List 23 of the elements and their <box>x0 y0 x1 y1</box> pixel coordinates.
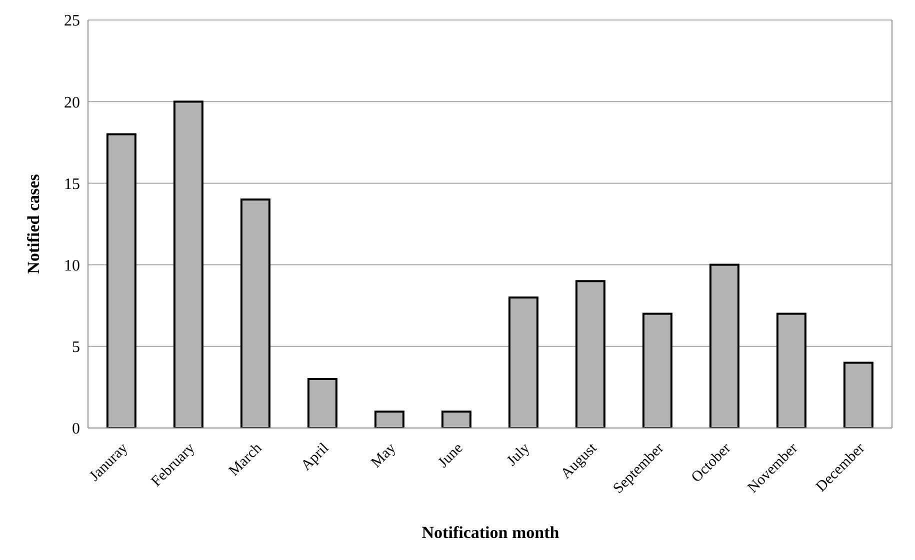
bar <box>173 100 204 428</box>
bar <box>709 264 740 428</box>
x-tick-label: May <box>368 440 400 472</box>
bar <box>843 362 874 428</box>
bar <box>575 280 606 428</box>
bar <box>441 410 472 428</box>
y-tick-label: 0 <box>72 420 80 438</box>
bar <box>307 378 338 428</box>
x-tick-label: June <box>435 440 466 472</box>
y-tick-label: 20 <box>64 94 80 112</box>
y-tick-label: 10 <box>64 257 80 274</box>
bar <box>240 198 270 428</box>
bar <box>508 296 538 428</box>
bar <box>642 312 672 428</box>
x-tick-label: July <box>504 440 534 470</box>
bar <box>106 133 136 428</box>
y-axis-title: Notified cases <box>24 174 44 274</box>
x-axis-title: Notification month <box>420 523 560 543</box>
bar <box>374 410 404 428</box>
y-tick-label: 25 <box>64 12 80 30</box>
bar <box>776 312 806 428</box>
y-tick-label: 15 <box>64 176 80 193</box>
y-tick-label: 5 <box>72 339 80 356</box>
